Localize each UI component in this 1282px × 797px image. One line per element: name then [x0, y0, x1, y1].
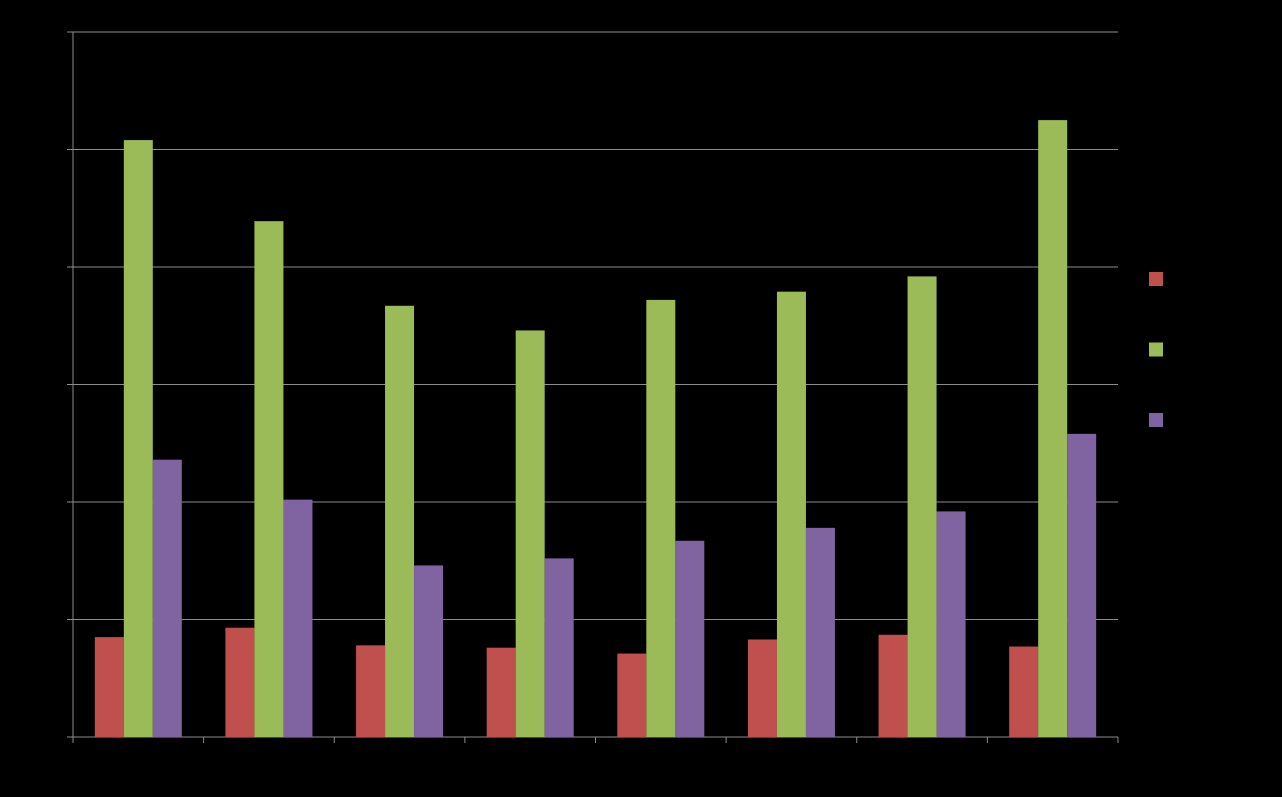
bar-series-2-category-8 [1038, 120, 1068, 737]
bar-series-1-category-7 [878, 634, 908, 737]
bar-series-3-category-1 [152, 459, 182, 737]
bar-series-2-category-1 [123, 140, 153, 738]
bar-series-3-category-7 [936, 511, 966, 737]
bar-series-3-category-2 [283, 499, 313, 737]
bar-series-2-category-4 [515, 330, 545, 737]
bar-series-2-category-3 [385, 305, 415, 737]
bar-series-1-category-3 [356, 645, 386, 737]
bar-series-2-category-2 [254, 221, 284, 738]
legend-swatch-series-2 [1149, 342, 1163, 357]
bar-series-1-category-4 [486, 647, 516, 737]
bar-series-3-category-3 [414, 565, 444, 737]
bar-series-2-category-5 [646, 299, 676, 737]
bar-series-1-category-5 [617, 653, 647, 737]
bar-series-3-category-5 [675, 540, 705, 737]
bars [94, 120, 1097, 738]
bar-series-3-category-4 [544, 558, 574, 737]
bar-series-2-category-6 [776, 291, 806, 737]
bar-series-1-category-8 [1009, 646, 1039, 737]
bar-series-3-category-8 [1067, 433, 1097, 737]
legend-swatch-series-3 [1149, 413, 1163, 427]
legend [1149, 272, 1163, 427]
bar-series-3-category-6 [805, 527, 835, 737]
bar-series-1-category-1 [94, 637, 124, 737]
legend-swatch-series-1 [1149, 272, 1163, 286]
bar-series-2-category-7 [907, 276, 937, 737]
bar-series-1-category-2 [225, 627, 255, 737]
bar-series-1-category-6 [747, 639, 777, 737]
